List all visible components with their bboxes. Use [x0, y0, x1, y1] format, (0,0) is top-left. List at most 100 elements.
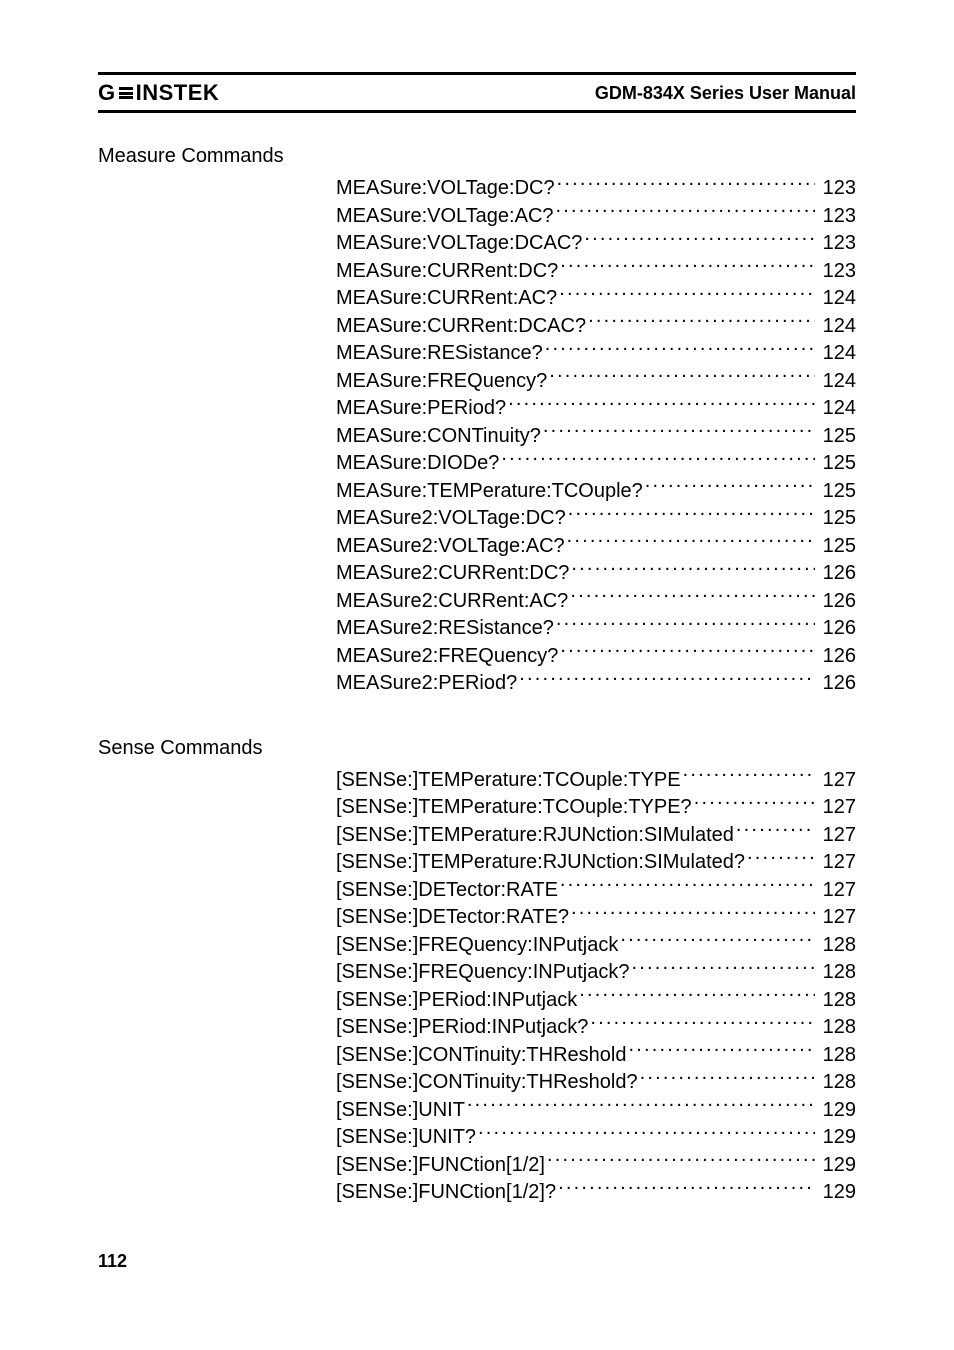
toc-label: MEASure:CURRent:AC?: [336, 285, 557, 313]
toc-leader-dots: [568, 502, 815, 524]
toc-label: MEASure2:VOLTage:AC?: [336, 533, 565, 561]
toc-leader-dots: [571, 557, 814, 579]
toc-line: [SENSe:]TEMPerature:RJUNction:SIMulated …: [336, 819, 856, 847]
toc-page-number: 128: [817, 1069, 856, 1097]
toc-leader-dots: [543, 420, 815, 442]
toc-page-number: 127: [817, 794, 856, 822]
toc-line: MEASure:DIODe? 125: [336, 447, 856, 475]
toc-leader-dots: [478, 1121, 815, 1143]
toc-label: MEASure2:VOLTage:DC?: [336, 505, 566, 533]
toc-leader-dots: [467, 1094, 815, 1116]
header-row: GINSTEK GDM-834X Series User Manual: [98, 78, 856, 108]
toc-line: MEASure:FREQuency? 124: [336, 365, 856, 393]
toc-leader-dots: [556, 200, 815, 222]
header-rule-top: [98, 72, 856, 75]
toc-label: [SENSe:]FUNCtion[1/2]?: [336, 1179, 556, 1207]
toc-label: MEASure:CONTinuity?: [336, 423, 541, 451]
toc-block-measure: MEASure:VOLTage:DC? 123MEASure:VOLTage:A…: [98, 172, 856, 695]
toc-page-number: 129: [817, 1179, 856, 1207]
toc-label: [SENSe:]TEMPerature:TCOuple:TYPE: [336, 767, 681, 795]
toc-line: MEASure:CONTinuity? 125: [336, 420, 856, 448]
toc-label: MEASure:RESistance?: [336, 340, 543, 368]
toc-label: MEASure:CURRent:DCAC?: [336, 313, 586, 341]
toc-label: [SENSe:]DETector:RATE?: [336, 904, 569, 932]
toc-label: [SENSe:]TEMPerature:TCOuple:TYPE?: [336, 794, 692, 822]
toc-leader-dots: [747, 846, 815, 868]
toc-leader-dots: [559, 282, 814, 304]
toc-line: MEASure:CURRent:DCAC? 124: [336, 310, 856, 338]
toc-page-number: 129: [817, 1097, 856, 1125]
toc-page-number: 124: [817, 395, 856, 423]
toc-label: MEASure:CURRent:DC?: [336, 258, 558, 286]
toc-line: MEASure:TEMPerature:TCOuple? 125: [336, 475, 856, 503]
toc-leader-dots: [557, 172, 815, 194]
toc-line: MEASure:CURRent:DC? 123: [336, 255, 856, 283]
toc-page-number: 123: [817, 203, 856, 231]
toc-page-number: 128: [817, 987, 856, 1015]
toc-label: [SENSe:]UNIT: [336, 1097, 465, 1125]
toc-label: [SENSe:]FREQuency:INPutjack?: [336, 959, 629, 987]
toc-leader-dots: [519, 667, 814, 689]
toc-line: MEASure2:CURRent:DC? 126: [336, 557, 856, 585]
toc-label: [SENSe:]CONTinuity:THReshold?: [336, 1069, 638, 1097]
toc-leader-dots: [736, 819, 815, 841]
toc-label: MEASure2:CURRent:DC?: [336, 560, 569, 588]
toc-label: MEASure:TEMPerature:TCOuple?: [336, 478, 643, 506]
toc-leader-dots: [508, 392, 815, 414]
logo-bars-icon: [118, 84, 134, 102]
toc-label: [SENSe:]CONTinuity:THReshold: [336, 1042, 626, 1070]
logo-suffix: INSTEK: [136, 80, 220, 106]
toc-page-number: 128: [817, 959, 856, 987]
section-heading: Sense Commands: [98, 737, 856, 760]
toc-line: MEASure2:RESistance? 126: [336, 612, 856, 640]
toc-page-number: 124: [817, 285, 856, 313]
toc-line: [SENSe:]FUNCtion[1/2]? 129: [336, 1176, 856, 1204]
toc-line: [SENSe:]UNIT 129: [336, 1094, 856, 1122]
toc-leader-dots: [645, 475, 815, 497]
toc-leader-dots: [560, 640, 814, 662]
toc-page-number: 123: [817, 230, 856, 258]
section-heading: Measure Commands: [98, 145, 856, 168]
toc-line: MEASure:VOLTage:DCAC? 123: [336, 227, 856, 255]
toc-page-number: 127: [817, 767, 856, 795]
section-gap: [98, 695, 856, 727]
toc-line: MEASure:VOLTage:AC? 123: [336, 200, 856, 228]
toc-leader-dots: [588, 310, 815, 332]
brand-logo: G INSTEK: [98, 80, 219, 106]
toc-line: MEASure2:VOLTage:AC? 125: [336, 530, 856, 558]
toc-page-number: 128: [817, 1042, 856, 1070]
toc-leader-dots: [640, 1066, 815, 1088]
toc-page-number: 125: [817, 505, 856, 533]
toc-label: [SENSe:]PERiod:INPutjack: [336, 987, 577, 1015]
toc-leader-dots: [571, 901, 815, 923]
toc-line: [SENSe:]DETector:RATE? 127: [336, 901, 856, 929]
toc-line: MEASure2:CURRent:AC? 126: [336, 585, 856, 613]
toc-page-number: 129: [817, 1152, 856, 1180]
toc-line: [SENSe:]DETector:RATE 127: [336, 874, 856, 902]
toc-line: [SENSe:]CONTinuity:THReshold? 128: [336, 1066, 856, 1094]
toc-leader-dots: [501, 447, 814, 469]
page-content: Measure Commands MEASure:VOLTage:DC? 123…: [98, 135, 856, 1204]
toc-label: MEASure:FREQuency?: [336, 368, 547, 396]
toc-page-number: 123: [817, 175, 856, 203]
toc-line: [SENSe:]TEMPerature:TCOuple:TYPE? 127: [336, 791, 856, 819]
toc-line: [SENSe:]PERiod:INPutjack? 128: [336, 1011, 856, 1039]
toc-line: MEASure2:FREQuency? 126: [336, 640, 856, 668]
toc-page-number: 127: [817, 877, 856, 905]
toc-label: MEASure:PERiod?: [336, 395, 506, 423]
footer-page-number: 112: [98, 1251, 127, 1272]
toc-leader-dots: [579, 984, 814, 1006]
toc-label: [SENSe:]TEMPerature:RJUNction:SIMulated: [336, 822, 734, 850]
toc-leader-dots: [556, 612, 815, 634]
toc-leader-dots: [549, 365, 814, 387]
toc-line: [SENSe:]PERiod:INPutjack 128: [336, 984, 856, 1012]
logo-prefix: G: [98, 80, 116, 106]
toc-line: [SENSe:]FREQuency:INPutjack 128: [336, 929, 856, 957]
toc-label: [SENSe:]PERiod:INPutjack?: [336, 1014, 588, 1042]
toc-leader-dots: [683, 764, 815, 786]
toc-line: MEASure:VOLTage:DC? 123: [336, 172, 856, 200]
toc-page-number: 124: [817, 340, 856, 368]
toc-label: [SENSe:]TEMPerature:RJUNction:SIMulated?: [336, 849, 745, 877]
toc-page-number: 124: [817, 313, 856, 341]
toc-page-number: 126: [817, 560, 856, 588]
